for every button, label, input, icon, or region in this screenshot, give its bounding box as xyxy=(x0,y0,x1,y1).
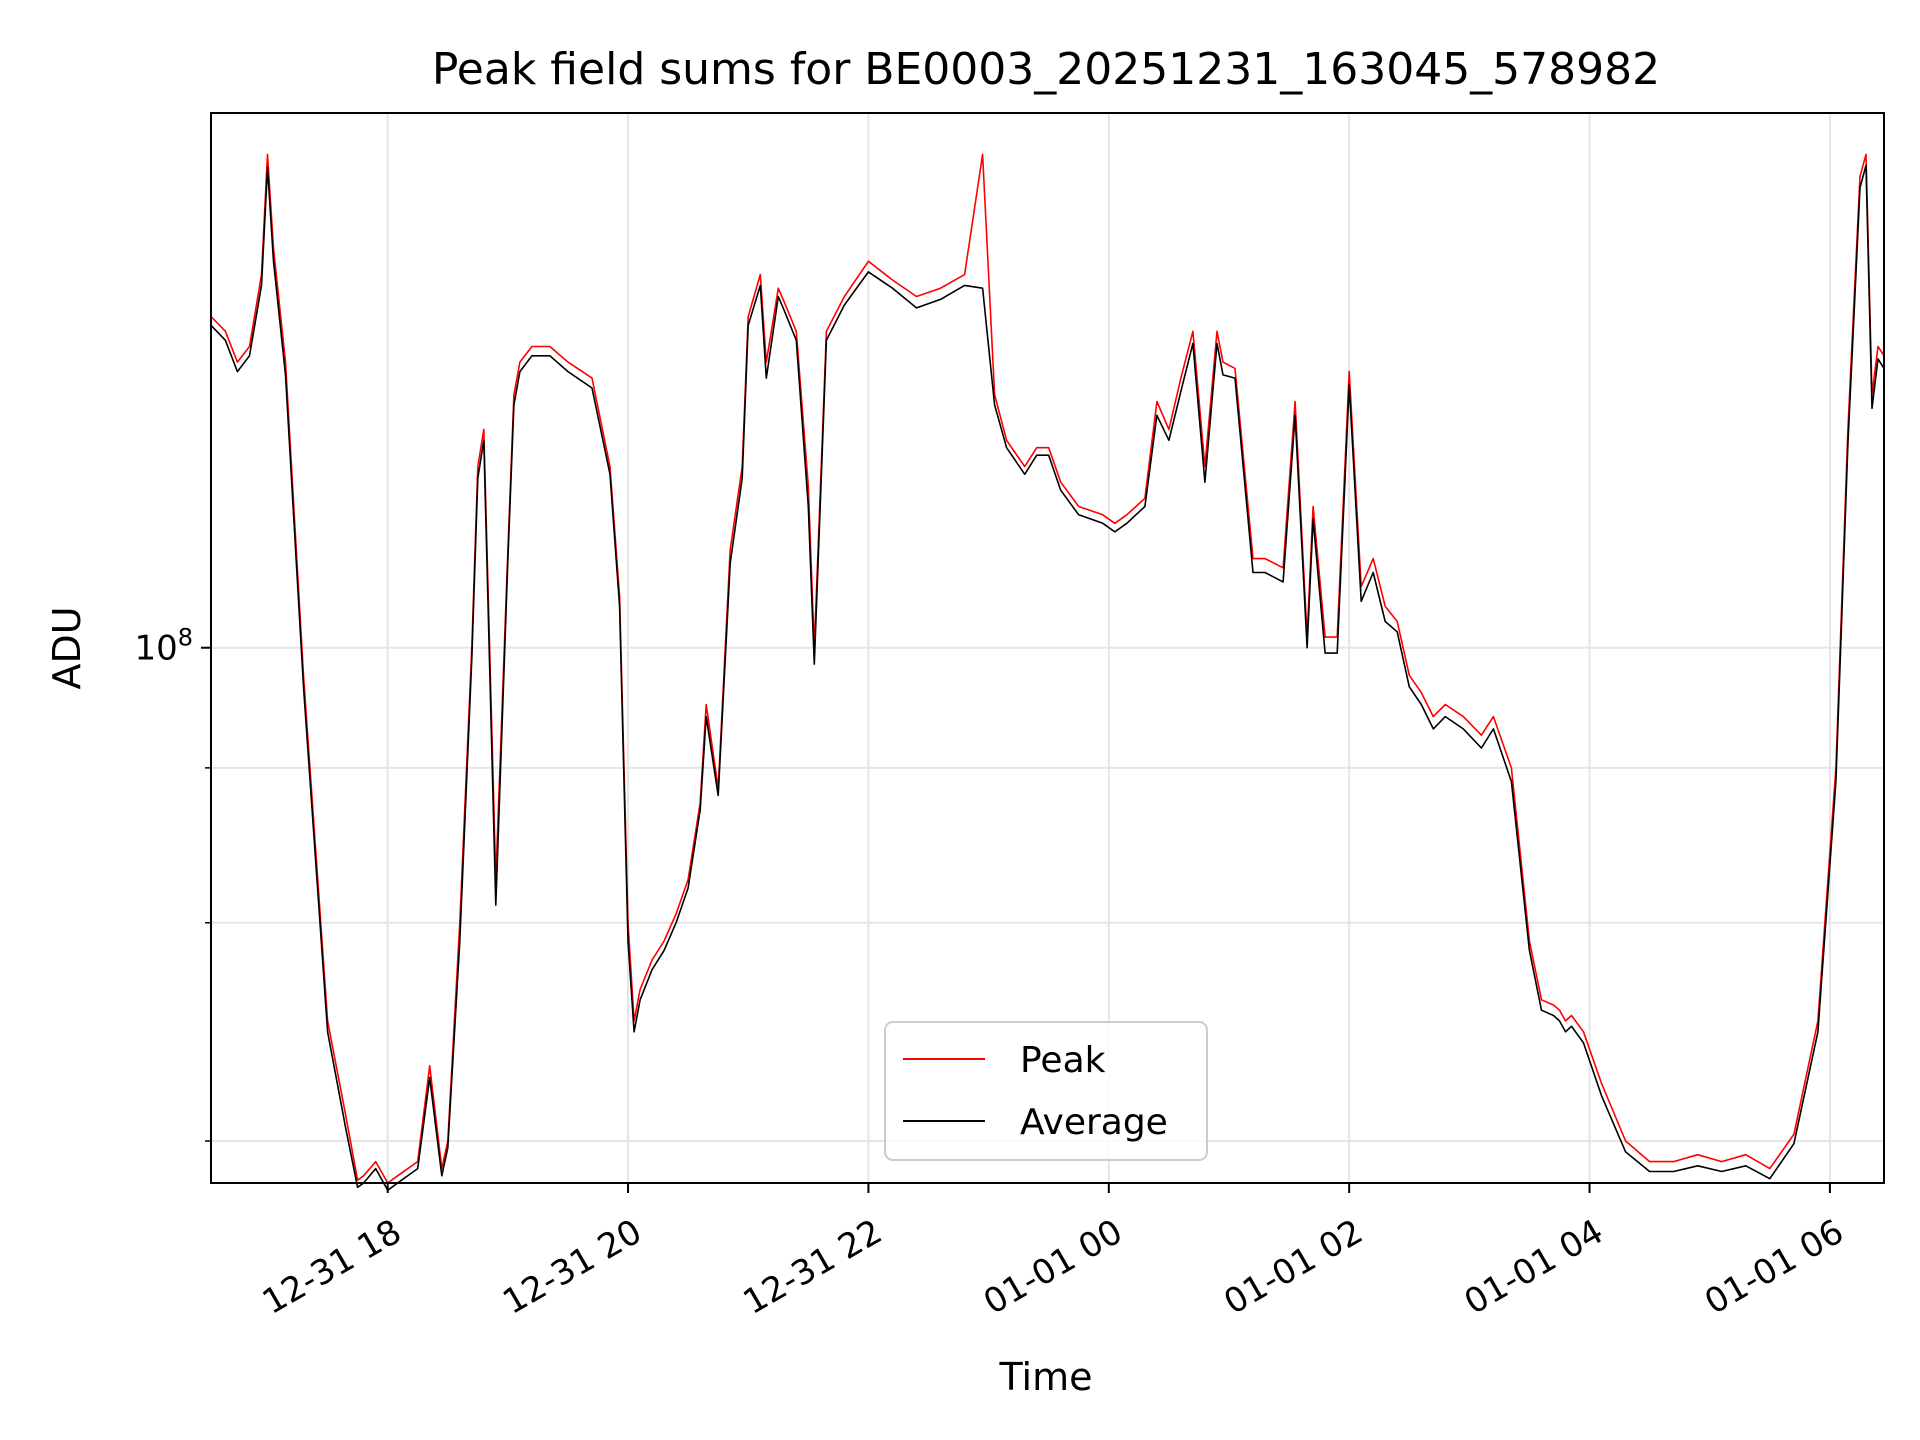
chart-title: Peak field sums for BE0003_20251231_1630… xyxy=(432,44,1660,95)
y-tick-label: 108 xyxy=(134,624,193,669)
legend: Peak Average xyxy=(884,1021,1208,1161)
series-line-average xyxy=(210,164,1885,1192)
legend-label-average: Average xyxy=(1020,1102,1168,1143)
data-series xyxy=(210,153,1885,1192)
legend-label-peak: Peak xyxy=(1020,1040,1106,1081)
y-axis: 108 xyxy=(134,624,211,1142)
y-axis-label: ADU xyxy=(45,606,89,689)
legend-box xyxy=(884,1021,1208,1161)
x-axis-label: Time xyxy=(999,1355,1093,1399)
